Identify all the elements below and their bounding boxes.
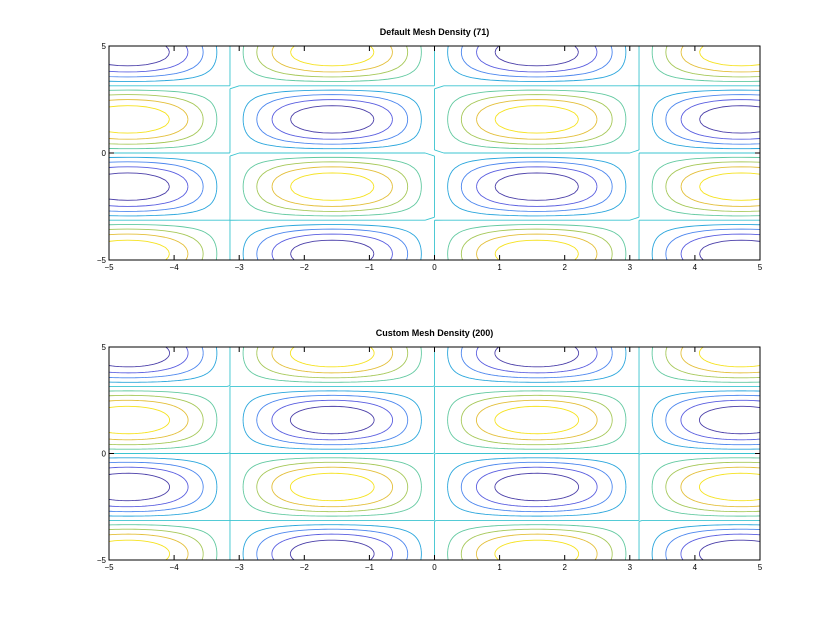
contour-line-level--0.4 [109, 46, 760, 260]
y-tick-label: 0 [102, 149, 107, 158]
y-tick-label: −5 [97, 556, 107, 565]
x-tick-label: 2 [562, 563, 567, 572]
contour-line-level--0.8 [109, 46, 760, 260]
x-tick-label: 5 [758, 263, 763, 272]
contour-line-level--0.4 [109, 347, 760, 560]
y-tick-label: 0 [102, 450, 107, 459]
contour-plot-custom-mesh: Custom Mesh Density (200) −5 −4 −3 −2 −1 0 1 2 3 4… [97, 328, 763, 572]
x-tick-label: 3 [628, 263, 633, 272]
x-tick-label: −1 [365, 563, 375, 572]
contour-line-level--0.8 [109, 347, 760, 560]
x-tick-label: −3 [235, 563, 245, 572]
x-tick-label: −2 [300, 563, 310, 572]
contour-line-level--0.6 [109, 46, 760, 260]
contour-line-level-0.6 [109, 46, 760, 260]
y-tick-label: −5 [97, 256, 107, 265]
y-tick-label: 5 [102, 343, 107, 352]
x-tick-label: −5 [104, 563, 114, 572]
contour-line-level--0.6 [109, 347, 760, 560]
x-tick-label: −1 [365, 263, 375, 272]
x-tick-label: −3 [235, 263, 245, 272]
x-tick-label: 5 [758, 563, 763, 572]
x-tick-label: 0 [432, 563, 437, 572]
x-tick-label: −4 [170, 263, 180, 272]
y-tick-label: 5 [102, 42, 107, 51]
plot-title: Custom Mesh Density (200) [376, 328, 494, 338]
x-tick-label: 1 [497, 563, 502, 572]
contour-line-level-0.4 [109, 347, 760, 560]
x-tick-label: −2 [300, 263, 310, 272]
contour-line-level-0.6 [109, 347, 760, 560]
x-tick-label: −4 [170, 563, 180, 572]
plot-title: Default Mesh Density (71) [380, 27, 490, 37]
x-tick-label: −5 [104, 263, 114, 272]
contour-plot-default-mesh: Default Mesh Density (71) −5 −4 −3 −2 −1 0 1 2 3 4… [97, 27, 763, 272]
contour-line-level-0.2 [109, 46, 760, 260]
contour-line-level-0.2 [109, 347, 760, 560]
x-tick-label: 1 [497, 263, 502, 272]
x-tick-label: 4 [693, 563, 698, 572]
x-tick-label: 3 [628, 563, 633, 572]
contour-line-level--0.2 [109, 347, 760, 560]
contour-line-level--0.2 [109, 46, 760, 260]
contour-line-level-0.8 [109, 46, 760, 260]
contour-line-level-0 [109, 46, 760, 260]
contour-line-level-0 [109, 347, 760, 560]
contour-line-level-0.8 [109, 347, 760, 560]
x-tick-label: 2 [562, 263, 567, 272]
x-tick-label: 4 [693, 263, 698, 272]
x-tick-label: 0 [432, 263, 437, 272]
